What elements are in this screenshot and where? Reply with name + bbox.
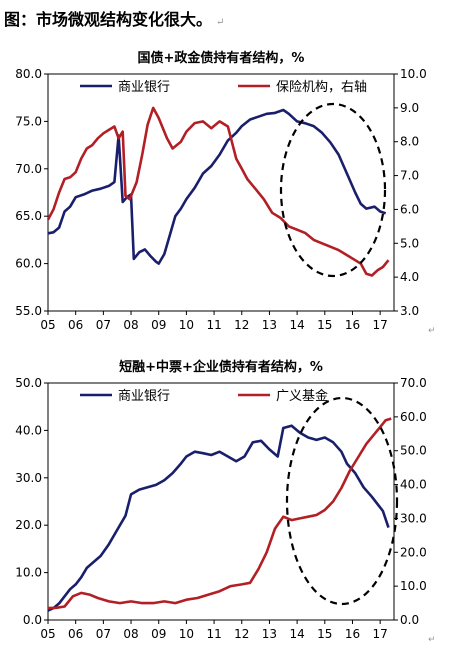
- right-axis-tick-label: 10.0: [400, 579, 427, 593]
- left-axis-tick-label: 60.0: [15, 257, 42, 271]
- left-axis-tick-label: 20.0: [15, 518, 42, 532]
- legend: 商业银行 广义基金: [80, 388, 328, 404]
- highlight-ellipse: [285, 396, 399, 606]
- right-axis-tick-label: 20.0: [400, 545, 427, 559]
- series-line-right: [46, 106, 390, 277]
- right-axis-tick-label: 5.0: [400, 236, 419, 250]
- x-axis-tick-label: 06: [68, 627, 83, 641]
- x-axis-return-mark: ↵: [428, 635, 436, 645]
- chart-government-bond-holders: 国债+政金债持有者结构，% 55.0 60.0 65.0 70.0 75.0 80.0 3.0…: [15, 50, 436, 336]
- right-axis-tick-label: 60.0: [400, 410, 427, 424]
- chart-title: 国债+政金债持有者结构，%: [138, 50, 305, 66]
- legend-label: 保险机构，右轴: [276, 80, 367, 95]
- right-axis-tick-label: 70.0: [400, 376, 427, 390]
- x-axis-tick-label: 10: [179, 318, 194, 332]
- legend-label: 商业银行: [118, 80, 170, 95]
- series-line-left: [47, 108, 387, 265]
- x-axis-tick-label: 12: [234, 318, 249, 332]
- series-line-right: [47, 417, 392, 610]
- x-axis-tick-label: 09: [151, 627, 166, 641]
- x-axis-tick-label: 12: [234, 627, 249, 641]
- highlight-ellipse: [279, 102, 387, 278]
- left-axis-tick-label: 75.0: [15, 114, 42, 128]
- right-axis-tick-label: 30.0: [400, 511, 427, 525]
- right-axis-tick-label: 40.0: [400, 478, 427, 492]
- x-axis-tick-label: 14: [289, 627, 304, 641]
- plot-frame: [47, 73, 395, 312]
- left-axis-tick-label: 65.0: [15, 209, 42, 223]
- chart-credit-bond-holders: 短融+中票+企业债持有者结构，% 0.0 10.0 20.0 30.0 40.0 50.0 0…: [15, 359, 436, 645]
- x-axis-return-mark: ↵: [428, 326, 436, 336]
- x-axis-tick-label: 14: [289, 318, 304, 332]
- x-axis-tick-label: 13: [262, 318, 277, 332]
- x-axis-tick-label: 10: [179, 627, 194, 641]
- x-axis-tick-label: 08: [123, 627, 138, 641]
- legend-label: 商业银行: [118, 389, 170, 404]
- left-axis-tick-label: 50.0: [15, 376, 42, 390]
- x-axis-tick-label: 05: [40, 627, 55, 641]
- left-axis-tick-label: 70.0: [15, 162, 42, 176]
- right-axis-tick-label: 6.0: [400, 202, 419, 216]
- right-axis-tick-label: 0.0: [400, 613, 419, 627]
- right-axis-tick-label: 10.0: [400, 67, 427, 81]
- chart-title: 短融+中票+企业债持有者结构，%: [119, 359, 323, 375]
- left-axis-tick-label: 30.0: [15, 471, 42, 485]
- left-axis-tick-label: 0.0: [23, 613, 42, 627]
- page-heading: 图：市场微观结构变化很大。 ↵: [4, 6, 224, 30]
- x-axis-tick-label: 08: [123, 318, 138, 332]
- x-axis-tick-label: 15: [317, 627, 332, 641]
- right-axis-tick-label: 4.0: [400, 270, 419, 284]
- right-axis-tick-label: 8.0: [400, 135, 419, 149]
- x-axis-tick-label: 09: [151, 318, 166, 332]
- left-axis-tick-label: 10.0: [15, 566, 42, 580]
- right-axis-tick-label: 7.0: [400, 169, 419, 183]
- right-axis-tick-label: 9.0: [400, 101, 419, 115]
- legend-label: 广义基金: [276, 388, 328, 404]
- heading-text: 图：市场微观结构变化很大。: [4, 10, 213, 29]
- x-axis-tick-label: 15: [317, 318, 332, 332]
- x-axis-tick-label: 11: [206, 318, 221, 332]
- x-axis-tick-label: 17: [373, 318, 388, 332]
- x-axis-tick-label: 06: [68, 318, 83, 332]
- x-axis-tick-label: 16: [345, 627, 360, 641]
- x-axis-tick-label: 07: [96, 318, 111, 332]
- heading-return-mark: ↵: [216, 17, 225, 28]
- x-axis-tick-label: 17: [373, 627, 388, 641]
- x-axis-tick-label: 07: [96, 627, 111, 641]
- left-axis-tick-label: 40.0: [15, 423, 42, 437]
- left-axis-tick-label: 55.0: [15, 304, 42, 318]
- right-axis-tick-label: 50.0: [400, 444, 427, 458]
- x-axis-tick-label: 11: [206, 627, 221, 641]
- x-axis-tick-label: 05: [40, 318, 55, 332]
- plot-frame: [47, 382, 395, 621]
- legend: 商业银行 保险机构，右轴: [80, 80, 367, 95]
- x-axis-tick-label: 13: [262, 627, 277, 641]
- left-axis-tick-label: 80.0: [15, 67, 42, 81]
- x-axis-tick-label: 16: [345, 318, 360, 332]
- right-axis-tick-label: 3.0: [400, 304, 419, 318]
- series-line-left: [47, 424, 390, 612]
